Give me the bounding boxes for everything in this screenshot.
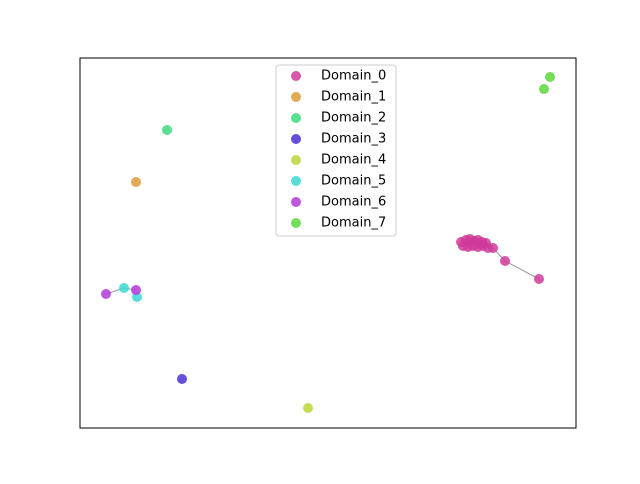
legend-label: Domain_6 <box>321 195 386 210</box>
point <box>131 177 141 187</box>
point <box>131 285 141 295</box>
legend-label: Domain_1 <box>321 90 386 105</box>
legend-marker <box>291 197 301 207</box>
legend-label: Domain_7 <box>321 216 386 231</box>
point <box>119 283 129 293</box>
point <box>162 125 172 135</box>
legend-marker <box>291 218 301 228</box>
point <box>465 238 475 248</box>
legend-label: Domain_4 <box>321 153 386 168</box>
legend-marker <box>291 113 301 123</box>
legend-label: Domain_0 <box>321 69 386 84</box>
point <box>177 374 187 384</box>
legend-label: Domain_2 <box>321 111 386 126</box>
plot-frame <box>79 57 577 429</box>
point <box>534 274 544 284</box>
legend-marker <box>291 134 301 144</box>
point <box>303 403 313 413</box>
legend-label: Domain_3 <box>321 132 386 147</box>
point <box>475 239 485 249</box>
point <box>500 256 510 266</box>
legend-marker <box>291 71 301 81</box>
legend-box <box>275 64 397 237</box>
point <box>539 84 549 94</box>
legend-marker <box>291 155 301 165</box>
point <box>488 243 498 253</box>
legend-marker <box>291 176 301 186</box>
point <box>101 289 111 299</box>
legend-label: Domain_5 <box>321 174 386 189</box>
edge <box>504 260 540 280</box>
point <box>545 72 555 82</box>
legend-marker <box>291 92 301 102</box>
